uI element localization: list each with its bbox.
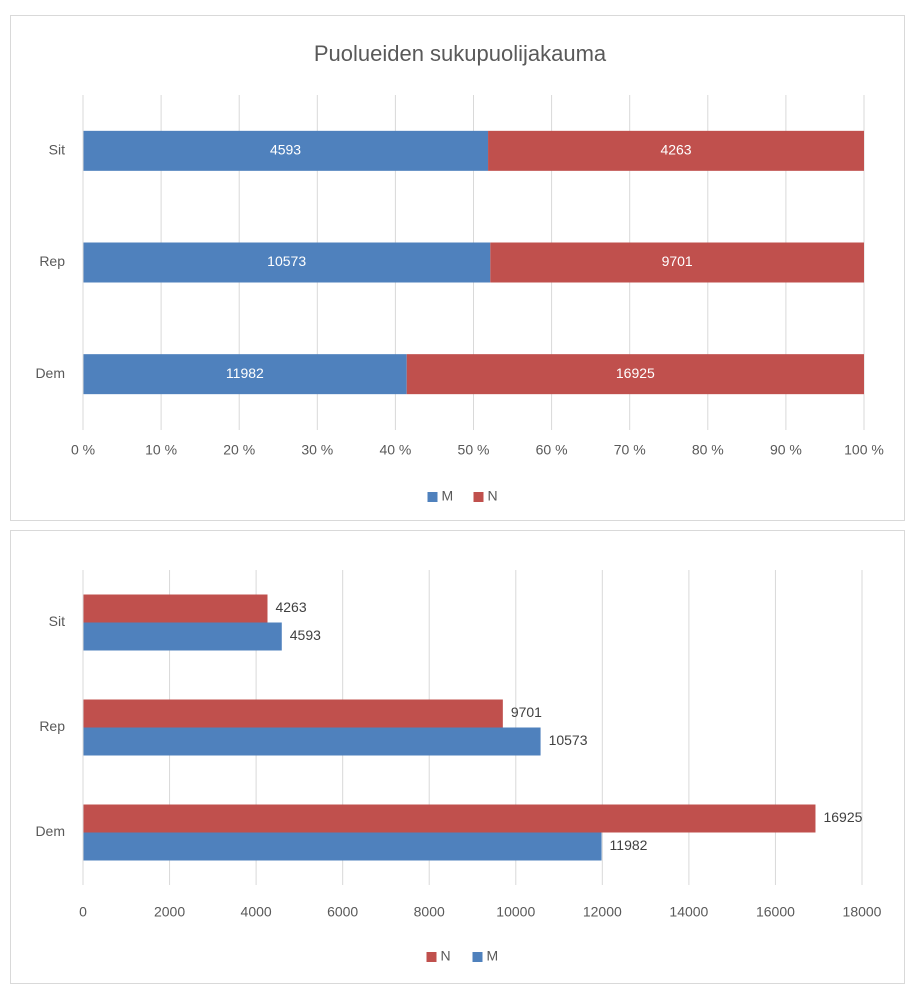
data-label: 4263: [660, 142, 691, 158]
x-tick-label: 14000: [669, 904, 708, 920]
y-tick-label: Rep: [39, 253, 65, 269]
bar-segment: [83, 242, 491, 283]
bar-segment: [406, 354, 864, 395]
y-tick-label: Sit: [49, 613, 65, 629]
data-label: 10573: [549, 732, 588, 748]
data-label: 16925: [823, 809, 862, 825]
x-tick-label: 8000: [414, 904, 445, 920]
bar: [83, 622, 282, 651]
data-label: 4593: [290, 627, 321, 643]
legend-swatch: [427, 492, 438, 502]
bar-segment: [83, 130, 489, 171]
x-tick-label: 30 %: [301, 442, 333, 458]
x-tick-label: 0: [79, 904, 87, 920]
x-tick-label: 90 %: [770, 442, 802, 458]
x-tick-label: 6000: [327, 904, 358, 920]
x-tick-label: 0 %: [71, 442, 95, 458]
bar: [83, 804, 816, 833]
legend-label: N: [488, 488, 498, 504]
x-tick-label: 70 %: [614, 442, 646, 458]
data-label: 16925: [616, 365, 655, 381]
bar: [83, 699, 503, 728]
y-tick-label: Sit: [49, 142, 65, 158]
chart-title: Puolueiden sukupuolijakauma: [314, 41, 607, 66]
bar: [83, 832, 602, 861]
data-label: 9701: [662, 253, 693, 269]
legend-label: N: [441, 948, 451, 964]
bar: [83, 727, 541, 756]
x-tick-label: 4000: [241, 904, 272, 920]
data-label: 10573: [267, 253, 306, 269]
y-tick-label: Dem: [35, 365, 65, 381]
legend-swatch: [472, 952, 483, 962]
x-tick-label: 12000: [583, 904, 622, 920]
legend-swatch: [473, 492, 484, 502]
x-tick-label: 10 %: [145, 442, 177, 458]
bar-segment: [490, 242, 864, 283]
x-tick-label: 40 %: [379, 442, 411, 458]
x-tick-label: 20 %: [223, 442, 255, 458]
data-label: 4593: [270, 142, 301, 158]
bar-segment: [488, 130, 864, 171]
x-tick-label: 100 %: [844, 442, 884, 458]
bar: [83, 594, 268, 623]
data-label: 11982: [610, 837, 648, 853]
y-tick-label: Dem: [35, 823, 65, 839]
data-label: 4263: [275, 599, 306, 615]
x-tick-label: 80 %: [692, 442, 724, 458]
x-tick-label: 18000: [843, 904, 882, 920]
legend-label: M: [487, 948, 499, 964]
data-label: 9701: [511, 704, 542, 720]
x-tick-label: 50 %: [458, 442, 490, 458]
x-tick-label: 60 %: [536, 442, 568, 458]
legend-swatch: [426, 952, 437, 962]
bar-segment: [83, 354, 407, 395]
legend-label: M: [442, 488, 454, 504]
x-tick-label: 2000: [154, 904, 185, 920]
x-tick-label: 10000: [496, 904, 535, 920]
y-tick-label: Rep: [39, 718, 65, 734]
data-label: 11982: [226, 365, 264, 381]
x-tick-label: 16000: [756, 904, 795, 920]
